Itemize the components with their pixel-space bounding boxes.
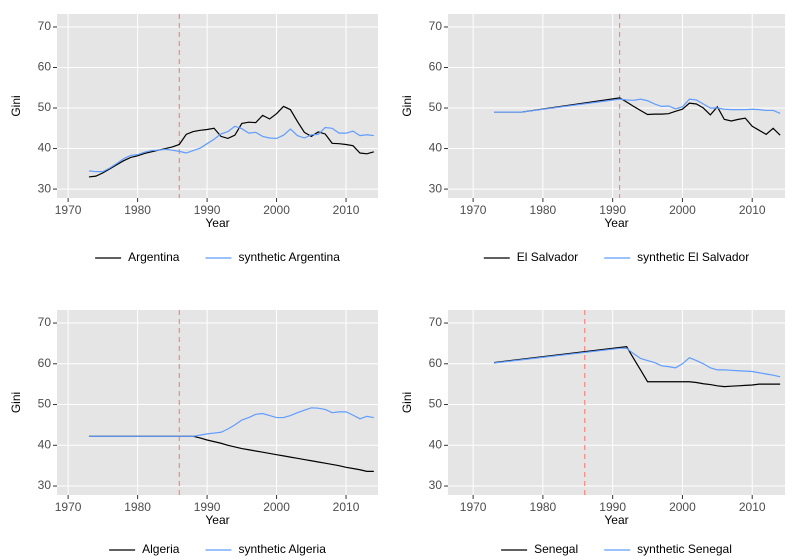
y-axis-title: Gini (400, 392, 414, 413)
y-tick-label: 60 (429, 60, 443, 74)
y-tick-label: 40 (429, 437, 443, 451)
x-tick-label: 1970 (55, 203, 82, 217)
series-line (88, 105, 374, 178)
panel: 30 40 50 60 70 1970 1980 1990 2000 2010 Year Gini Al… (9, 310, 378, 556)
y-tick-label: 40 (429, 141, 443, 155)
legend-text: Algeria (142, 542, 180, 556)
x-tick-label: 1980 (124, 203, 151, 217)
y-axis-title: Gini (9, 392, 23, 413)
legend-text: Argentina (128, 250, 180, 264)
x-tick-label: 2010 (739, 203, 766, 217)
y-tick-label: 60 (429, 356, 443, 370)
y-tick-label: 50 (38, 100, 52, 114)
y-tick-label: 30 (429, 478, 443, 492)
series-line (494, 97, 781, 136)
x-tick-label: 2010 (333, 500, 360, 514)
y-tick-label: 40 (38, 437, 52, 451)
legend-text: synthetic Argentina (238, 250, 340, 264)
series-line (494, 98, 781, 114)
x-tick-label: 1990 (599, 500, 626, 514)
x-axis-title: Year (205, 513, 229, 527)
series-line (88, 407, 374, 437)
x-tick-label: 1980 (530, 203, 557, 217)
x-tick-label: 2000 (669, 203, 696, 217)
x-tick-label: 2000 (263, 203, 290, 217)
x-tick-label: 1990 (194, 500, 221, 514)
x-tick-label: 2000 (263, 500, 290, 514)
series-line (493, 346, 781, 388)
x-tick-label: 1970 (460, 500, 487, 514)
x-tick-label: 2000 (669, 500, 696, 514)
y-tick-label: 70 (38, 19, 52, 33)
y-tick-label: 70 (429, 315, 443, 329)
x-tick-label: 1980 (530, 500, 557, 514)
plot-background (57, 310, 378, 495)
legend-text: synthetic Senegal (637, 542, 732, 556)
series-line (88, 125, 374, 173)
legend: Senegal synthetic Senegal (501, 542, 732, 556)
legend-text: synthetic Algeria (238, 542, 326, 556)
legend-text: El Salvador (517, 250, 578, 264)
y-tick-label: 60 (38, 60, 52, 74)
plot-background (448, 310, 785, 495)
legend-text: Senegal (534, 542, 578, 556)
legend: Argentina synthetic Argentina (95, 250, 340, 264)
y-tick-label: 30 (38, 181, 52, 195)
y-tick-label: 50 (429, 100, 443, 114)
x-axis-title: Year (205, 216, 229, 230)
panel: 30 40 50 60 70 1970 1980 1990 2000 2010 Year Gini El… (400, 14, 785, 264)
x-axis-title: Year (604, 513, 628, 527)
y-tick-label: 40 (38, 141, 52, 155)
y-tick-label: 70 (38, 315, 52, 329)
x-tick-label: 1990 (599, 203, 626, 217)
x-tick-label: 1980 (124, 500, 151, 514)
y-tick-label: 70 (429, 19, 443, 33)
panel: 30 40 50 60 70 1970 1980 1990 2000 2010 Year Gini Se… (400, 310, 785, 556)
legend: Algeria synthetic Algeria (109, 542, 326, 556)
x-tick-label: 1990 (194, 203, 221, 217)
y-tick-label: 30 (38, 478, 52, 492)
y-axis-title: Gini (400, 95, 414, 116)
y-axis-title: Gini (9, 95, 23, 116)
legend: El Salvador synthetic El Salvador (483, 250, 749, 264)
x-tick-label: 2010 (333, 203, 360, 217)
panel: 30 40 50 60 70 1970 1980 1990 2000 2010 Year Gini Ar… (9, 14, 378, 264)
y-tick-label: 30 (429, 181, 443, 195)
y-tick-label: 50 (429, 397, 443, 411)
series-line (493, 347, 781, 378)
y-tick-label: 60 (38, 356, 52, 370)
x-tick-label: 2010 (739, 500, 766, 514)
x-tick-label: 1970 (55, 500, 82, 514)
x-tick-label: 1970 (460, 203, 487, 217)
y-tick-label: 50 (38, 397, 52, 411)
series-line (88, 435, 374, 472)
plot-background (448, 14, 785, 198)
legend-text: synthetic El Salvador (637, 250, 749, 264)
x-axis-title: Year (604, 216, 628, 230)
